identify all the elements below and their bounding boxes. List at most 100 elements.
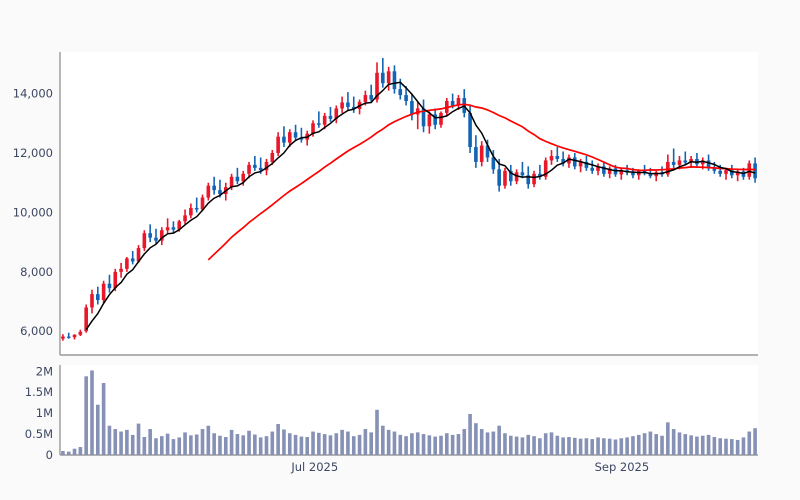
volume-bar [427,435,432,455]
volume-bar [136,423,141,455]
volume-y-tick-label: 0.5M [25,427,53,441]
candle-body [247,164,251,174]
volume-bar [631,436,635,455]
volume-bar [514,436,519,455]
candle-body [677,160,682,165]
volume-bar [561,437,565,455]
candle-body [572,157,577,167]
volume-bar [66,451,71,455]
volume-y-tick-label: 2M [36,364,53,378]
candle-body [468,112,472,148]
volume-bar [567,437,571,455]
candle-body [334,108,339,119]
volume-bar [241,435,246,455]
candle-body [392,71,397,90]
volume-bar [194,434,199,455]
candle-body [72,334,77,338]
candle-body [381,72,385,84]
ma-short-line [85,81,756,331]
volume-bar [392,431,397,455]
volume-bar [229,429,234,455]
volume-bar [753,428,757,455]
volume-bar [456,434,461,455]
volume-bar [584,438,589,455]
candle-body [427,114,432,127]
volume-bar [125,429,129,455]
candle-body [671,161,676,165]
candle-body [212,185,216,191]
candle-body [159,230,164,241]
volume-bar [253,434,257,455]
volume-bar [386,429,391,455]
candle-body [90,294,94,308]
volume-bar [689,435,693,455]
candle-body [712,167,717,171]
volume-bar [619,438,624,455]
volume-bar [84,376,88,455]
candle-body [386,71,391,84]
volume-bar [154,438,158,455]
volume-bar [264,436,269,455]
candle-body [508,170,513,182]
volume-bar [439,435,443,455]
volume-bar [607,438,612,455]
price-y-tick-label: 10,000 [13,205,53,219]
volume-bar [346,431,350,455]
candle-body [561,158,565,164]
candle-body [410,101,414,115]
candle-body [218,190,222,194]
volume-bar [305,437,310,455]
candle-body [183,215,187,222]
candle-body [194,207,199,210]
volume-bar [78,447,83,455]
volume-bar [90,370,94,455]
volume-bar [735,439,740,455]
candle-body [165,227,170,231]
candle-body [532,173,536,185]
candle-body [485,145,490,158]
candle-body [293,132,298,138]
volume-y-tick-label: 0 [46,448,53,462]
x-tick-label: Jul 2025 [290,460,338,474]
volume-bar [113,429,118,455]
volume-bar [578,438,583,455]
volume-bar [206,425,211,455]
volume-bar [270,431,275,455]
candle-body [631,172,635,176]
candle-body [107,283,112,289]
candle-body [514,172,519,182]
candle-body [404,95,408,102]
volume-bar [159,436,164,455]
candle-body [526,175,531,185]
candle-body [276,136,280,153]
candle-body [206,185,211,198]
volume-bar [642,433,647,455]
candle-body [241,173,246,182]
volume-bar [107,425,112,455]
volume-bar [526,434,531,455]
candle-body [148,233,152,238]
candle-body [84,307,88,332]
candle-body [491,157,496,170]
volume-bar [287,433,292,455]
volume-bar [299,436,304,455]
volume-bar [223,437,228,455]
candle-body [474,147,478,162]
volume-bar [369,432,373,455]
candle-body [235,176,240,182]
candle-body [282,136,286,143]
candle-body [700,160,705,165]
candle-body [648,173,653,177]
volume-bar [200,429,205,455]
candle-body [456,98,461,106]
volume-bar [596,437,600,455]
volume-bar [479,429,484,455]
volume-bar [636,434,641,455]
candle-body [543,160,548,177]
volume-bar [404,436,408,455]
volume-bar [165,433,170,455]
candle-body [311,123,315,134]
candle-body [607,168,612,174]
candle-body [433,114,437,125]
candle-body [299,137,304,140]
